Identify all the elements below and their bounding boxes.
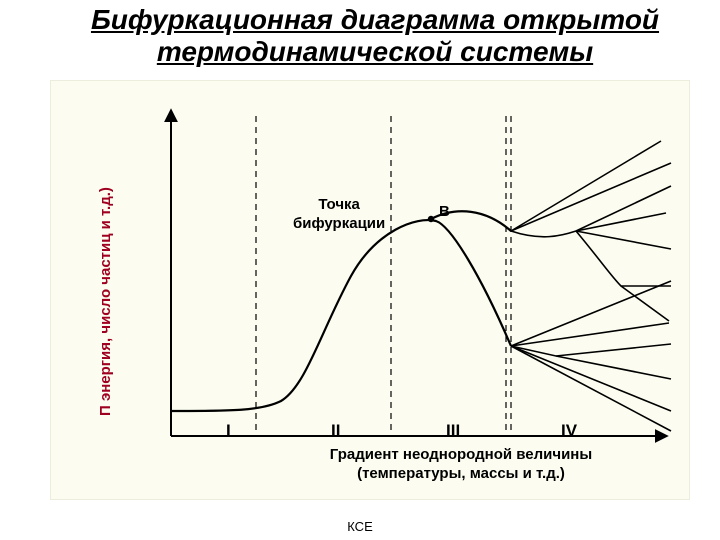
footer-label: КСЕ	[0, 519, 720, 534]
region-label-i: I	[226, 421, 231, 441]
y-axis-label: П энергия, число частиц и т.д.)	[97, 187, 114, 416]
ylabel-rest: энергия, число частиц и т.д.)	[97, 187, 114, 401]
point-b-label: B	[439, 203, 450, 220]
page: Бифуркационная диаграмма открытой термод…	[0, 0, 720, 540]
x-axis-label: Градиент неоднородной величины (температ…	[261, 446, 661, 484]
plot-area: П энергия, число частиц и т.д.) Точка би…	[50, 80, 690, 500]
region-label-iii: III	[446, 421, 460, 441]
ylabel-prefix: П	[97, 405, 114, 416]
region-label-iv: IV	[561, 421, 577, 441]
page-title: Бифуркационная диаграмма открытой термод…	[50, 4, 700, 68]
bifurcation-label: Точка бифуркации	[293, 196, 385, 234]
region-label-ii: II	[331, 421, 340, 441]
diagram-svg	[51, 81, 691, 501]
